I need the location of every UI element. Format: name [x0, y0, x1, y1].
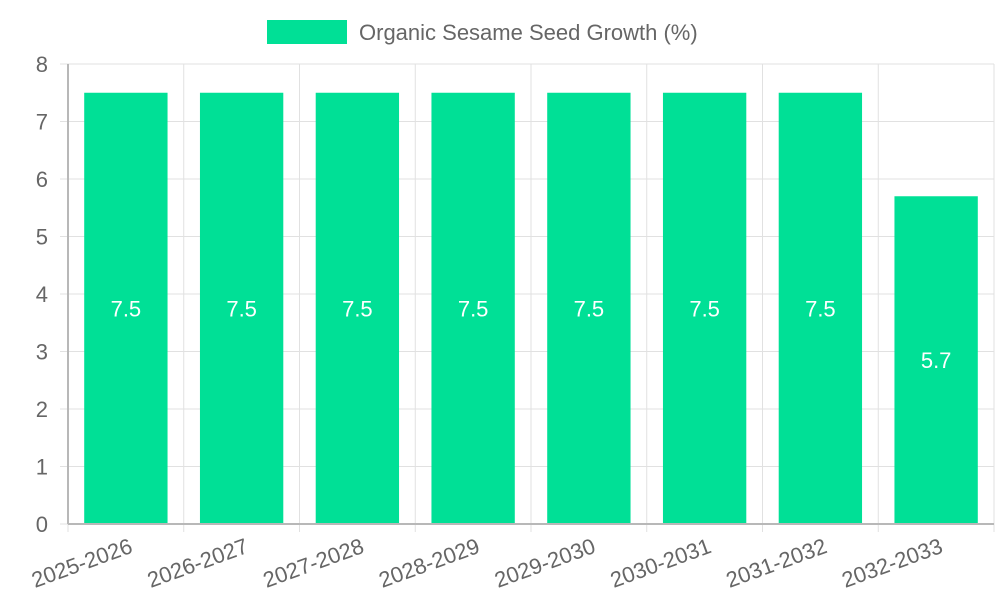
- bar-2030-2031[interactable]: [662, 92, 747, 524]
- axes: [67, 64, 994, 525]
- x-tick-label: 2025-2026: [28, 533, 135, 592]
- bar-value-label: 7.5: [458, 296, 489, 321]
- y-tick-label: 8: [36, 52, 48, 77]
- y-tick-label: 4: [36, 282, 48, 307]
- bar-2031-2032[interactable]: [778, 92, 863, 524]
- y-tick-label: 0: [36, 512, 48, 537]
- y-tick-label: 2: [36, 397, 48, 422]
- y-tick-label: 1: [36, 455, 48, 480]
- y-tick-label: 7: [36, 110, 48, 135]
- x-tick-label: 2029-2030: [491, 533, 598, 592]
- bar-2026-2027[interactable]: [199, 92, 284, 524]
- bar-2025-2026[interactable]: [84, 92, 168, 524]
- bar-2028-2029[interactable]: [431, 92, 515, 524]
- x-tick-label: 2031-2032: [723, 533, 830, 592]
- bar-2032-2033[interactable]: [894, 196, 978, 524]
- bar-value-label: 7.5: [342, 296, 373, 321]
- x-axis-ticks: 2025-2026 2026-2027 2027-2028 2028-2029 2029…: [28, 533, 946, 592]
- bar-value-label: 5.7: [921, 348, 952, 373]
- x-tick-label: 2032-2033: [838, 533, 945, 592]
- bar-value-label: 7.5: [111, 296, 142, 321]
- legend-swatch: [267, 20, 347, 44]
- bar-value-label: 7.5: [574, 296, 605, 321]
- legend[interactable]: Organic Sesame Seed Growth (%): [267, 20, 698, 45]
- x-tick-label: 2028-2029: [375, 533, 482, 592]
- y-tick-label: 3: [36, 340, 48, 365]
- bar-value-labels: 7.5 7.5 7.5 7.5 7.5 7.5 7.5 5.7: [111, 296, 952, 373]
- bar-2029-2030[interactable]: [547, 92, 631, 524]
- y-axis-ticks: 0 1 2 3 4 5 6 7 8: [36, 52, 68, 537]
- bar-value-label: 7.5: [805, 296, 836, 321]
- bar-value-label: 7.5: [689, 296, 720, 321]
- bar-2027-2028[interactable]: [315, 92, 400, 524]
- x-tick-label: 2026-2027: [144, 533, 251, 592]
- bars: [84, 92, 978, 524]
- y-tick-label: 6: [36, 167, 48, 192]
- y-tick-label: 5: [36, 225, 48, 250]
- bar-value-label: 7.5: [226, 296, 257, 321]
- legend-label: Organic Sesame Seed Growth (%): [359, 20, 698, 45]
- x-tick-label: 2030-2031: [607, 533, 714, 592]
- x-tick-label: 2027-2028: [260, 533, 367, 592]
